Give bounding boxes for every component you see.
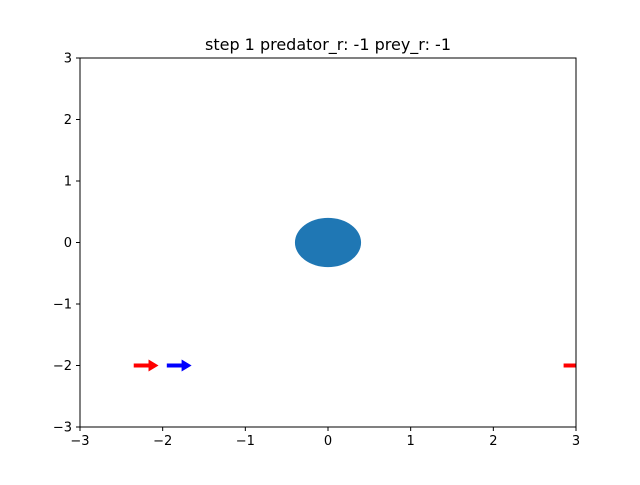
- y-tick-label: −1: [53, 298, 72, 313]
- obstacle-circle: [294, 217, 362, 268]
- x-tick-label: 3: [572, 434, 580, 449]
- y-tick-label: 0: [64, 236, 72, 251]
- y-tick-label: −3: [53, 421, 72, 436]
- x-tick-label: −3: [70, 434, 89, 449]
- x-tick-label: −2: [153, 434, 172, 449]
- y-tick-label: 3: [64, 52, 72, 67]
- plot-marks: [133, 217, 576, 372]
- y-axis: −3 −2 −1 0 1 2 3: [53, 52, 80, 436]
- x-tick-label: −1: [236, 434, 255, 449]
- x-tick-label: 2: [489, 434, 497, 449]
- agent-arrow: [133, 359, 159, 372]
- y-tick-label: 2: [64, 113, 72, 128]
- x-tick-label: 1: [407, 434, 415, 449]
- x-tick-label: 0: [324, 434, 332, 449]
- agent-arrow: [563, 363, 576, 368]
- chart-title: step 1 predator_r: -1 prey_r: -1: [205, 35, 451, 55]
- x-axis: −3 −2 −1 0 1 2 3: [70, 427, 580, 449]
- y-tick-label: 1: [64, 175, 72, 190]
- y-tick-label: −2: [53, 359, 72, 374]
- agent-arrow: [166, 359, 192, 372]
